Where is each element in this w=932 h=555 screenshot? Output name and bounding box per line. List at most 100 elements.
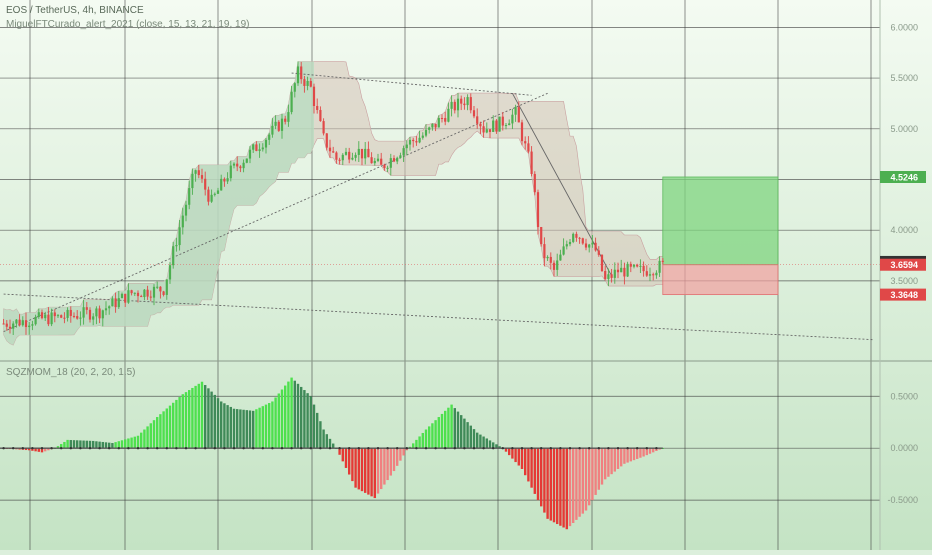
momentum-bar (479, 434, 482, 449)
squeeze-dot (472, 447, 476, 450)
candle-body (316, 105, 319, 110)
squeeze-dot (568, 447, 572, 450)
momentum-bar (648, 448, 652, 454)
candle-body (47, 314, 50, 325)
price-tag-label: 3.3648 (890, 290, 918, 300)
candle-body (431, 123, 434, 128)
candle-body (28, 325, 31, 328)
momentum-bar (303, 390, 306, 449)
candle-body (415, 141, 418, 143)
momentum-bar (188, 390, 191, 449)
momentum-bar (437, 417, 440, 449)
momentum-bar (194, 385, 197, 449)
candle-body (124, 293, 127, 303)
candle-body (88, 309, 92, 320)
momentum-bar (396, 448, 399, 466)
squeeze-dot (12, 447, 15, 450)
candle-body (92, 316, 95, 320)
momentum-bar (82, 440, 85, 449)
candle-body (284, 118, 287, 122)
momentum-bar (581, 448, 584, 514)
momentum-axis-label: 0.5000 (890, 391, 918, 401)
momentum-bar (460, 415, 463, 449)
squeeze-dot (252, 447, 255, 450)
momentum-bar (383, 448, 386, 485)
squeeze-dot (549, 447, 552, 450)
momentum-bar (428, 426, 431, 449)
momentum-bar (290, 377, 293, 449)
candle-body (572, 233, 575, 242)
squeeze-dot (492, 447, 495, 450)
candle-body (495, 120, 498, 132)
candle-body (213, 193, 216, 195)
price-axis-label: 4.0000 (890, 225, 918, 235)
momentum-bar (162, 411, 165, 449)
squeeze-dot (40, 447, 44, 450)
squeeze-dot (607, 447, 610, 450)
candle-body (373, 160, 376, 164)
momentum-axis-label: -0.5000 (887, 495, 918, 505)
momentum-bar (232, 408, 236, 449)
momentum-bar (296, 383, 300, 449)
candle-body (31, 324, 34, 326)
momentum-bar (456, 411, 460, 449)
momentum-bar (376, 448, 380, 494)
candle-body (626, 263, 629, 277)
momentum-bar (616, 448, 620, 469)
candle-body (328, 147, 332, 152)
momentum-bar (613, 448, 616, 472)
momentum-bar (367, 448, 370, 495)
momentum-bar (124, 439, 127, 449)
candle-body (335, 152, 338, 160)
candle-body (498, 116, 501, 132)
squeeze-dot (559, 447, 562, 450)
trend-line (291, 72, 532, 96)
squeeze-dot (655, 447, 658, 450)
candle-body (197, 170, 200, 176)
candle-body (290, 91, 293, 113)
momentum-bar (79, 440, 82, 449)
squeeze-dot (405, 447, 408, 450)
candle-body (332, 151, 335, 153)
candle-body (380, 158, 383, 165)
momentum-bar (508, 448, 511, 456)
candle-body (661, 260, 664, 262)
momentum-bar (351, 448, 354, 482)
candle-body (370, 157, 373, 164)
candle-body (488, 129, 492, 132)
candle-body (312, 86, 316, 106)
momentum-bar (645, 448, 648, 456)
candle-body (248, 149, 252, 159)
momentum-bar (172, 402, 175, 449)
momentum-bar (252, 410, 255, 449)
momentum-bar (60, 444, 63, 449)
momentum-bar (344, 448, 348, 468)
candle-body (98, 308, 101, 319)
squeeze-dot (213, 447, 216, 450)
squeeze-dot (300, 447, 303, 450)
candle-body (632, 264, 636, 267)
candle-body (549, 256, 552, 263)
candle-body (607, 274, 610, 279)
candle-body (252, 144, 255, 150)
candle-body (178, 227, 181, 246)
trend-line (3, 293, 875, 341)
candle-body (584, 243, 588, 248)
candle-body (616, 269, 620, 273)
candle-body (293, 83, 296, 92)
candle-body (245, 158, 248, 163)
price-tag (880, 258, 926, 271)
squeeze-dot (127, 447, 130, 450)
momentum-bar (594, 448, 597, 495)
momentum-bar (95, 441, 98, 449)
candle-body (581, 238, 584, 244)
momentum-bar (108, 442, 111, 449)
momentum-bar (85, 440, 88, 449)
momentum-bar (69, 440, 72, 449)
candle-body (412, 139, 415, 142)
momentum-bar (533, 448, 536, 494)
candle-body (229, 165, 232, 179)
candle-body (658, 260, 661, 273)
candle-body (15, 319, 18, 324)
